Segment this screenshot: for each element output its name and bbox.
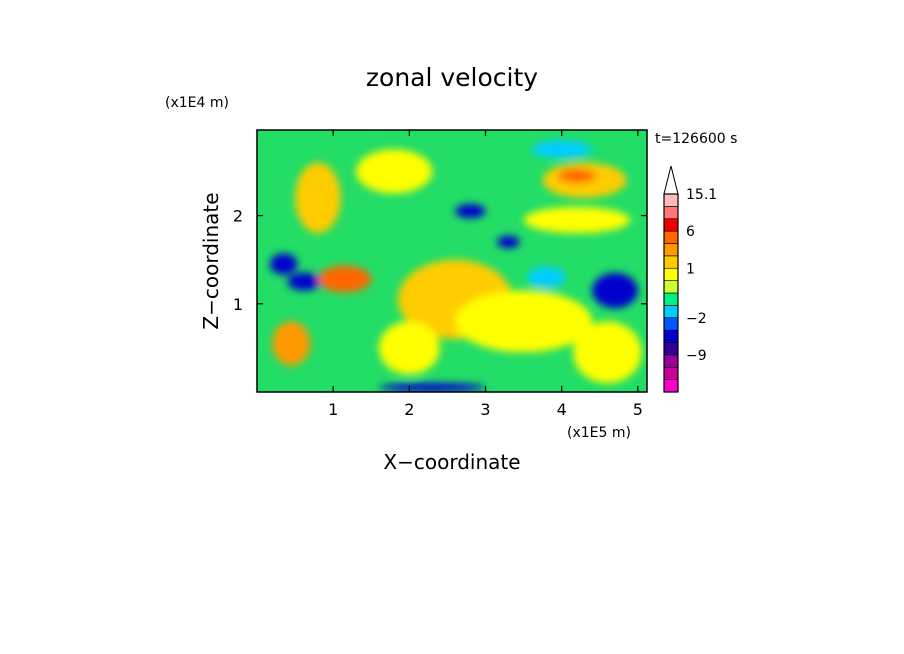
contour-region xyxy=(531,140,593,159)
contour-region xyxy=(356,149,433,194)
contour-region xyxy=(317,265,372,293)
colorbar-cell xyxy=(663,329,679,343)
colorbar-cell xyxy=(663,354,679,368)
colorbar xyxy=(663,165,679,393)
y-tick-label: 2 xyxy=(233,207,243,226)
colorbar-cell xyxy=(663,379,679,393)
colorbar-cell xyxy=(663,342,679,356)
contour-region xyxy=(378,321,440,375)
colorbar-cell xyxy=(663,305,679,319)
contour-region xyxy=(455,204,486,219)
colorbar-frame xyxy=(663,193,679,393)
x-tick-label: 2 xyxy=(404,400,414,419)
chart-title: zonal velocity xyxy=(366,63,538,92)
contour-region xyxy=(496,235,520,249)
x-tick-label: 4 xyxy=(557,400,567,419)
colorbar-tick-label: 15.1 xyxy=(686,187,717,203)
x-tick-label: 5 xyxy=(633,400,643,419)
colorbar-tick-label: −9 xyxy=(686,348,707,364)
colorbar-tick-label: 6 xyxy=(686,224,695,240)
contour-region xyxy=(592,272,638,309)
time-label: t=126600 s xyxy=(655,131,737,147)
contour-region xyxy=(287,272,321,291)
contour-region xyxy=(573,321,642,384)
colorbar-cell xyxy=(663,193,679,207)
contour-region xyxy=(557,168,596,183)
colorbar-cell xyxy=(663,317,679,331)
x-tick-label: 3 xyxy=(480,400,490,419)
colorbar-cell xyxy=(663,292,679,306)
colorbar-tick-label: −2 xyxy=(686,311,707,327)
contour-region xyxy=(455,290,593,353)
colorbar-tick-label: 1 xyxy=(686,261,695,277)
contour-region xyxy=(523,206,631,234)
colorbar-cell xyxy=(663,267,679,281)
x-axis-label: X−coordinate xyxy=(383,450,520,474)
colorbar-cell xyxy=(663,206,679,220)
colorbar-cell xyxy=(663,243,679,257)
contour-region xyxy=(378,383,486,392)
contour-region xyxy=(269,253,298,275)
contour-region xyxy=(527,266,566,288)
x-tick-label: 1 xyxy=(328,400,338,419)
plot-area xyxy=(257,130,647,392)
colorbar-cell xyxy=(663,218,679,232)
y-axis-label: Z−coordinate xyxy=(199,192,223,329)
x-scale-label: (x1E5 m) xyxy=(567,425,631,441)
colorbar-cell xyxy=(663,230,679,244)
contour-region xyxy=(295,162,341,234)
colorbar-cell xyxy=(663,280,679,294)
colorbar-cell xyxy=(663,255,679,269)
y-scale-label: (x1E4 m) xyxy=(165,95,229,111)
plot-frame xyxy=(256,129,648,393)
colorbar-cell xyxy=(663,366,679,380)
y-tick-label: 1 xyxy=(233,295,243,314)
contour-region xyxy=(272,321,311,366)
colorbar-extend-arrow xyxy=(663,165,679,195)
